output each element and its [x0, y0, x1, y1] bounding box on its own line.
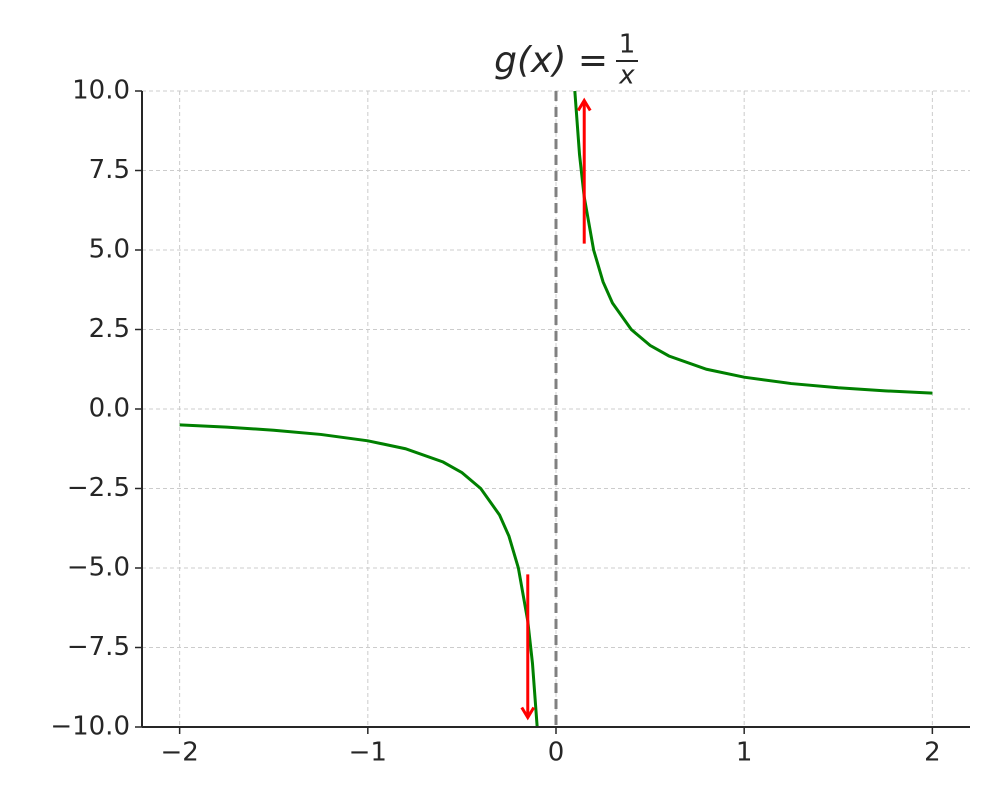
y-tick-label: −5.0 [67, 553, 130, 583]
x-tick-label: −2 [160, 738, 198, 768]
chart-title: g(x) = [494, 40, 608, 81]
x-tick-label: −1 [349, 738, 387, 768]
y-tick-label: 5.0 [89, 235, 130, 265]
arrow-head [520, 706, 536, 721]
curve [179, 90, 933, 728]
y-tick-label: 0.0 [89, 394, 130, 424]
y-tick-label: 10.0 [72, 76, 130, 106]
y-tick-label: −7.5 [67, 632, 130, 662]
y-tick-label: 2.5 [89, 314, 130, 344]
title-denominator: x [618, 61, 635, 91]
x-tick-label: 2 [924, 738, 941, 768]
arrow-head [576, 97, 592, 112]
x-tick-label: 1 [736, 738, 753, 768]
x-tick-label: 0 [548, 738, 565, 768]
y-tick-label: −10.0 [50, 712, 130, 742]
title-numerator: 1 [619, 30, 636, 60]
y-tick-label: −2.5 [67, 473, 130, 503]
y-tick-label: 7.5 [89, 155, 130, 185]
